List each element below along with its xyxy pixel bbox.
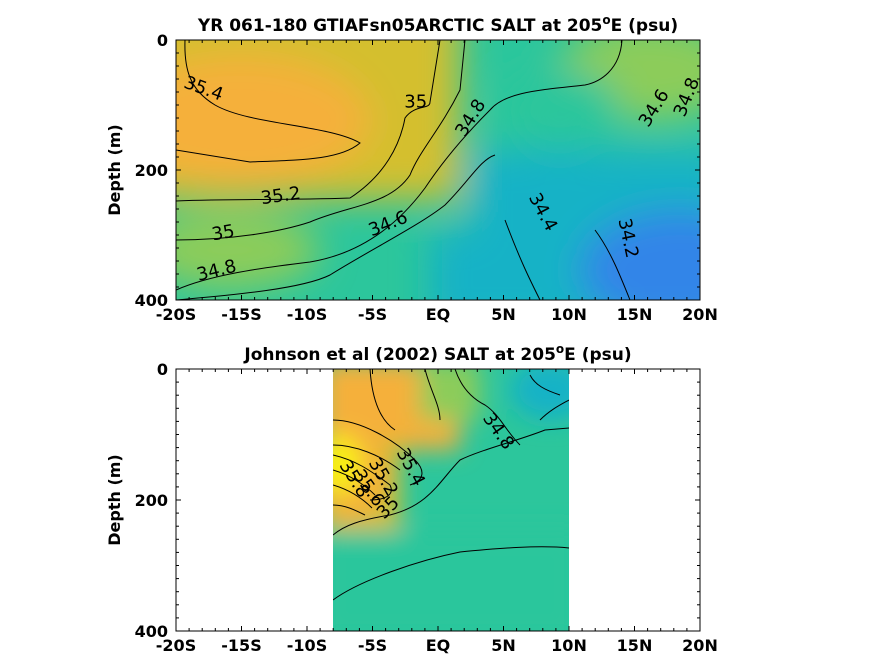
panel1-y-tick-label: 0 [157, 31, 168, 50]
panel1-y-tick-label: 400 [135, 291, 168, 310]
panel1-colorfield [176, 40, 700, 300]
panel2-x-tick-label: 20N [682, 636, 718, 655]
panel2-x-tick-label: 10N [551, 636, 587, 655]
panel2-colorfield [333, 369, 569, 631]
panel1-x-tick-label: 20N [682, 305, 718, 324]
panel1-x-tick-label: 15N [617, 305, 653, 324]
panel2-x-tick-label: -10S [287, 636, 327, 655]
panel1-contour-label: 35 [404, 91, 427, 112]
panel2-contours [333, 369, 569, 601]
panel1-x-tick-label: 10N [551, 305, 587, 324]
panel2-title: Johnson et al (2002) SALT at 205oE (psu) [243, 342, 631, 365]
panel2-y-tick-label: 0 [157, 360, 168, 379]
panel-model: YR 061-180 GTIAFsn05ARCTIC SALT at 205oE… [105, 13, 718, 324]
panel2-y-tick-label: 200 [135, 491, 168, 510]
panel2-x-tick-label: -5S [358, 636, 387, 655]
panel2-x-tick-label: 5N [491, 636, 516, 655]
panel-observations: Johnson et al (2002) SALT at 205oE (psu) [105, 342, 718, 655]
panel1-x-tick-label: -10S [287, 305, 327, 324]
panel2-y-axis: 0 200 400 [135, 360, 700, 641]
panel1-x-tick-label: -5S [358, 305, 387, 324]
panel2-x-tick-label: -20S [156, 636, 196, 655]
panel1-x-tick-label: 5N [491, 305, 516, 324]
panel1-x-tick-label: -15S [221, 305, 261, 324]
panel2-x-tick-label: 15N [617, 636, 653, 655]
panel2-x-tick-label: EQ [426, 636, 451, 655]
panel2-y-label: Depth (m) [105, 454, 124, 546]
panel1-x-tick-label: -20S [156, 305, 196, 324]
panel2-x-tick-label: -15S [221, 636, 261, 655]
panel1-x-axis: -20S -15S -10S -5S EQ 5N 10N 15N 20N [156, 40, 718, 324]
panel1-contours [176, 40, 631, 300]
panel1-y-axis: 0 200 400 [135, 31, 700, 310]
panel1-y-tick-label: 200 [135, 161, 168, 180]
panel1-contour-label: 35 [210, 221, 236, 246]
panel2-y-tick-label: 400 [135, 622, 168, 641]
panel1-title: YR 061-180 GTIAFsn05ARCTIC SALT at 205oE… [197, 13, 678, 36]
panel1-y-label: Depth (m) [105, 124, 124, 216]
panel2-x-axis: -20S -15S -10S -5S EQ 5N 10N 15N 20N [156, 369, 718, 655]
panel1-x-tick-label: EQ [426, 305, 451, 324]
